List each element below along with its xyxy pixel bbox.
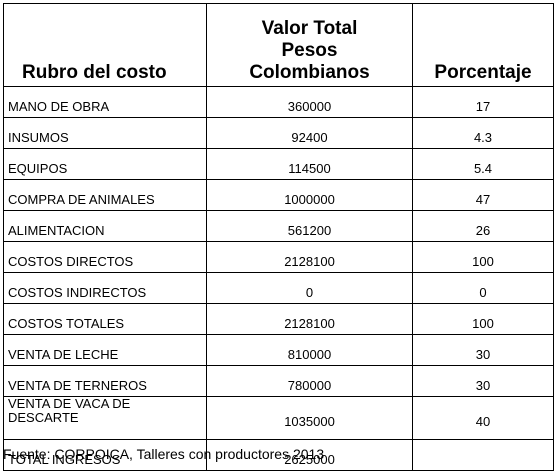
cell-valor: 1000000 bbox=[206, 179, 413, 211]
table-row: EQUIPOS 114500 5.4 bbox=[3, 148, 554, 180]
header-porcentaje: Porcentaje bbox=[412, 3, 554, 87]
header-valor-line: Pesos bbox=[281, 40, 338, 61]
table-row: COSTOS DIRECTOS 2128100 100 bbox=[3, 241, 554, 273]
table-row: TOTAL INGRESOS 2625000 bbox=[3, 439, 554, 471]
cell-porcentaje: 5.4 bbox=[412, 148, 554, 180]
cell-porcentaje: 47 bbox=[412, 179, 554, 211]
cell-valor: 2128100 bbox=[206, 303, 413, 335]
table-row: MANO DE OBRA 360000 17 bbox=[3, 86, 554, 118]
cell-rubro-line: VENTA DE VACA DE bbox=[8, 396, 131, 411]
cell-porcentaje: 40 bbox=[412, 396, 554, 440]
cell-rubro: MANO DE OBRA bbox=[3, 86, 207, 118]
cell-valor: 360000 bbox=[206, 86, 413, 118]
cell-porcentaje: 30 bbox=[412, 334, 554, 366]
cell-rubro-line: DESCARTE bbox=[8, 410, 79, 425]
cell-rubro: VENTA DE LECHE bbox=[3, 334, 207, 366]
cell-rubro: COSTOS TOTALES bbox=[3, 303, 207, 335]
cell-valor: 561200 bbox=[206, 210, 413, 242]
cell-rubro: TOTAL INGRESOS bbox=[3, 439, 207, 471]
header-row: Rubro del costo Valor Total Pesos Colomb… bbox=[3, 3, 554, 87]
header-rubro: Rubro del costo bbox=[3, 3, 207, 87]
cell-valor: 2625000 bbox=[206, 439, 413, 471]
cell-valor: 1035000 bbox=[206, 396, 413, 440]
cell-porcentaje: 17 bbox=[412, 86, 554, 118]
table-body: MANO DE OBRA 360000 17 INSUMOS 92400 4.3… bbox=[3, 86, 554, 471]
cell-porcentaje: 100 bbox=[412, 241, 554, 273]
cell-valor: 810000 bbox=[206, 334, 413, 366]
cell-valor: 2128100 bbox=[206, 241, 413, 273]
cell-porcentaje bbox=[412, 439, 554, 471]
table-row: ALIMENTACION 561200 26 bbox=[3, 210, 554, 242]
cell-rubro: COMPRA DE ANIMALES bbox=[3, 179, 207, 211]
cell-rubro: ALIMENTACION bbox=[3, 210, 207, 242]
table-row: COMPRA DE ANIMALES 1000000 47 bbox=[3, 179, 554, 211]
cell-porcentaje: 26 bbox=[412, 210, 554, 242]
table-header: Rubro del costo Valor Total Pesos Colomb… bbox=[3, 3, 554, 87]
cell-rubro: VENTA DE VACA DE DESCARTE bbox=[3, 396, 207, 440]
table-row: COSTOS TOTALES 2128100 100 bbox=[3, 303, 554, 335]
table-row: VENTA DE TERNEROS 780000 30 bbox=[3, 365, 554, 397]
cell-valor: 780000 bbox=[206, 365, 413, 397]
table-row: VENTA DE LECHE 810000 30 bbox=[3, 334, 554, 366]
cell-porcentaje: 100 bbox=[412, 303, 554, 335]
cost-table: Rubro del costo Valor Total Pesos Colomb… bbox=[3, 3, 554, 471]
cell-valor: 114500 bbox=[206, 148, 413, 180]
cell-rubro: COSTOS DIRECTOS bbox=[3, 241, 207, 273]
table-row: COSTOS INDIRECTOS 0 0 bbox=[3, 272, 554, 304]
cell-rubro: INSUMOS bbox=[3, 117, 207, 149]
header-valor-line: Valor Total bbox=[261, 18, 358, 39]
cell-rubro: VENTA DE TERNEROS bbox=[3, 365, 207, 397]
table-row: VENTA DE VACA DE DESCARTE 1035000 40 bbox=[3, 396, 554, 440]
header-valor: Valor Total Pesos Colombianos bbox=[206, 3, 413, 87]
cell-porcentaje: 30 bbox=[412, 365, 554, 397]
cell-valor: 0 bbox=[206, 272, 413, 304]
cell-porcentaje: 4.3 bbox=[412, 117, 554, 149]
cell-rubro: EQUIPOS bbox=[3, 148, 207, 180]
source-note: Fuente: CORPOICA, Talleres con productor… bbox=[3, 446, 325, 462]
cell-rubro: COSTOS INDIRECTOS bbox=[3, 272, 207, 304]
cell-valor: 92400 bbox=[206, 117, 413, 149]
cell-porcentaje: 0 bbox=[412, 272, 554, 304]
header-valor-line: Colombianos bbox=[249, 62, 370, 83]
table-row: INSUMOS 92400 4.3 bbox=[3, 117, 554, 149]
